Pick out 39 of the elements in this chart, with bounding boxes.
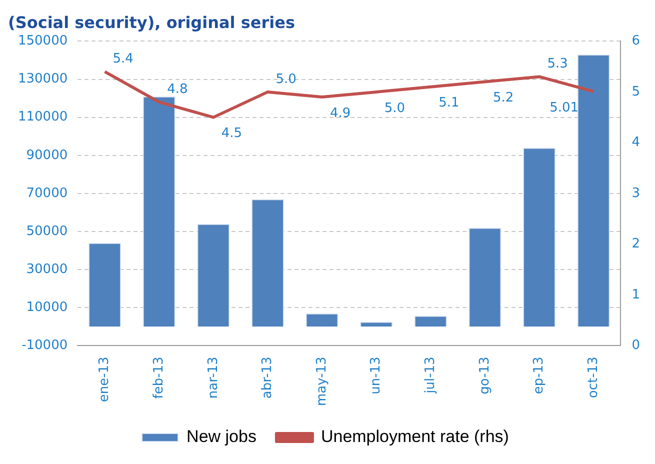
data-label: 4.5 bbox=[221, 126, 242, 142]
x-tick-label: nar-13 bbox=[206, 356, 221, 399]
y-tick-label: 150000 bbox=[18, 34, 68, 49]
y-tick-label: 30000 bbox=[26, 262, 68, 277]
legend-label: New jobs bbox=[186, 427, 256, 446]
data-label: 4.8 bbox=[167, 82, 188, 97]
y-tick-label: 70000 bbox=[26, 186, 68, 201]
y2-tick-label: 3 bbox=[632, 186, 640, 201]
y-tick-label: -10000 bbox=[22, 338, 68, 354]
x-tick-label: oct-13 bbox=[586, 356, 601, 398]
data-label: 5.0 bbox=[276, 72, 296, 87]
x-tick-label: go-13 bbox=[477, 356, 492, 394]
x-tick-label: feb-13 bbox=[151, 356, 166, 399]
y-tick-label: 10000 bbox=[26, 300, 68, 315]
data-label: 5.0 bbox=[384, 100, 406, 116]
chart-title: (Social security), original series bbox=[8, 12, 295, 32]
data-label: 5.1 bbox=[438, 96, 460, 111]
data-label: 5.2 bbox=[492, 90, 514, 106]
legend-label: Unemployment rate (rhs) bbox=[320, 427, 509, 446]
data-label: 5.4 bbox=[112, 52, 134, 67]
y2-tick-label: 1 bbox=[632, 287, 640, 302]
y2-tick-label: 5 bbox=[632, 84, 640, 100]
y2-tick-label: 2 bbox=[632, 236, 640, 252]
y-tick-label: 110000 bbox=[18, 110, 68, 125]
x-tick-label: may-13 bbox=[314, 356, 330, 406]
data-label: 5.3 bbox=[547, 56, 568, 72]
x-tick-label: abr-13 bbox=[260, 356, 276, 399]
x-tick-label: ep-13 bbox=[532, 356, 547, 394]
x-tick-label: un-13 bbox=[368, 356, 384, 394]
y-tick-label: 130000 bbox=[18, 72, 68, 87]
y2-tick-label: 4 bbox=[632, 135, 640, 150]
y2-tick-label: 0 bbox=[632, 338, 640, 354]
x-tick-label: ene-13 bbox=[97, 356, 112, 402]
data-label: 5.01 bbox=[550, 100, 579, 116]
y2-tick-label: 6 bbox=[632, 34, 640, 49]
y-tick-label: 50000 bbox=[26, 224, 68, 239]
data-label: 4.9 bbox=[330, 106, 351, 121]
x-tick-label: jul-13 bbox=[423, 356, 438, 394]
y-tick-label: 90000 bbox=[26, 148, 68, 163]
